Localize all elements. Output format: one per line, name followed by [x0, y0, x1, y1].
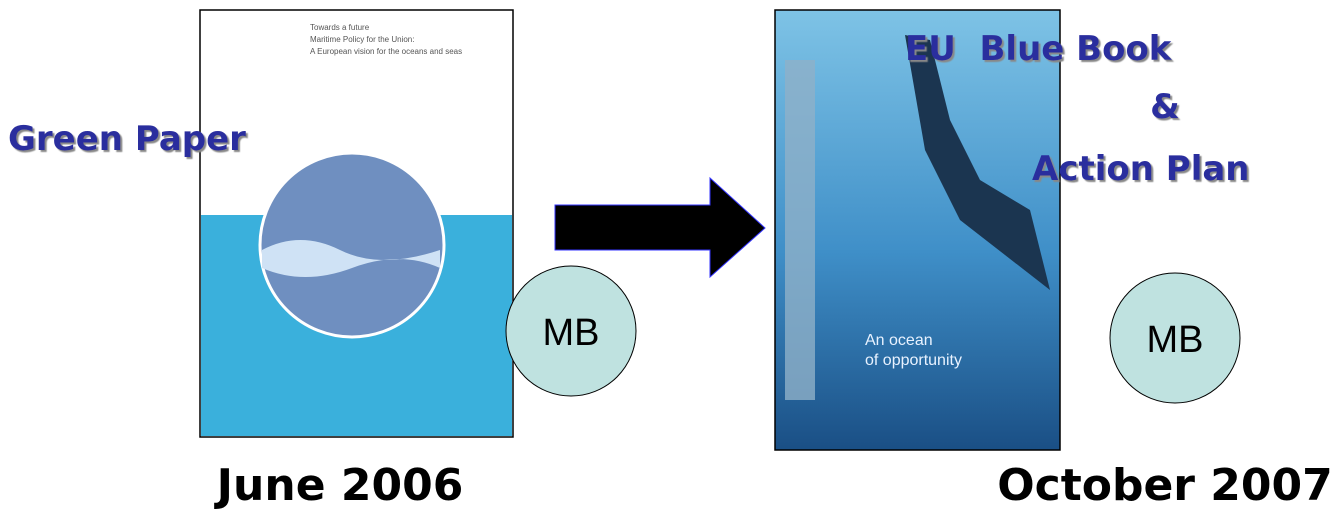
- label: Action Plan: [1032, 149, 1250, 189]
- green-paper-cover: Towards a future Maritime Policy for the…: [200, 10, 513, 437]
- badge-text: MB: [543, 312, 600, 354]
- cover-title: A European vision for the oceans and sea…: [310, 47, 462, 56]
- blue-book-cover: An ocean of opportunity: [775, 10, 1060, 450]
- date: June 2006: [214, 460, 464, 511]
- label: Green Paper: [8, 119, 246, 159]
- badge-text: MB: [1147, 319, 1204, 361]
- cover-title: Maritime Policy for the Union:: [310, 35, 414, 44]
- arrow: [555, 178, 765, 277]
- date: October 2007: [997, 460, 1330, 511]
- label: EU Blue Book: [905, 29, 1173, 69]
- label: &: [1150, 87, 1180, 127]
- cover-title: An ocean: [865, 332, 933, 349]
- cover-title: of opportunity: [865, 352, 962, 369]
- page: Towards a future Maritime Policy for the…: [0, 0, 1330, 513]
- slide: Towards a future Maritime Policy for the…: [0, 0, 1330, 513]
- cover-photos: [785, 60, 815, 400]
- cover-title: Towards a future: [310, 23, 370, 32]
